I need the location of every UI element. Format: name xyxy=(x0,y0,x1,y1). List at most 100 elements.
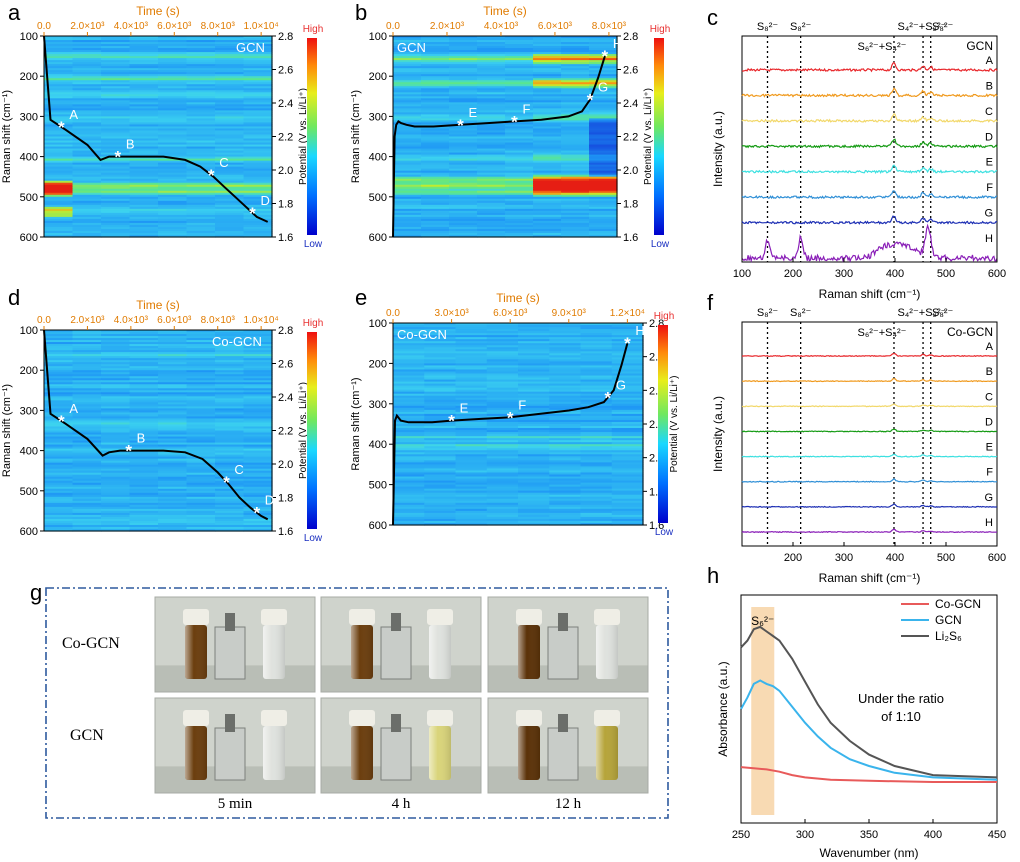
heatmap-cell xyxy=(186,466,216,470)
heatmap-cell xyxy=(129,140,159,144)
heatmap-cell xyxy=(393,182,422,186)
heatmap-cell xyxy=(215,486,245,490)
heatmap-cell xyxy=(393,440,425,443)
heatmap-cell xyxy=(589,182,618,186)
heatmap-cell xyxy=(101,362,131,365)
heatmap-cell xyxy=(580,512,613,516)
heatmap-cell xyxy=(505,176,534,180)
y2-tick-label: 1.8 xyxy=(623,199,638,211)
heatmap-cell xyxy=(243,120,273,124)
heatmap-cell xyxy=(505,198,534,202)
heatmap-cell xyxy=(72,346,102,349)
heatmap-cell xyxy=(72,356,102,359)
heatmap-cell xyxy=(449,156,478,160)
heatmap-cell xyxy=(533,206,562,210)
heatmap-cell xyxy=(549,333,582,336)
heatmap-cell xyxy=(533,200,562,204)
heatmap-cell xyxy=(518,424,550,427)
heatmap-cell xyxy=(589,198,618,202)
heatmap-cell xyxy=(129,194,159,198)
heatmap-cell xyxy=(72,402,102,405)
heatmap-cell xyxy=(215,508,245,512)
heatmap-cell xyxy=(158,138,188,142)
heatmap-cell xyxy=(129,144,159,148)
heatmap-cell xyxy=(44,330,74,333)
heatmap-cell xyxy=(424,359,457,362)
heatmap-cell xyxy=(393,200,422,204)
heatmap-cell xyxy=(393,462,425,465)
heatmap-cell xyxy=(158,472,188,476)
heatmap-cell xyxy=(243,180,273,184)
heatmap-cell xyxy=(72,62,102,65)
heatmap-cell xyxy=(129,516,159,520)
heatmap-cell xyxy=(158,224,188,228)
heatmap-cell xyxy=(72,504,102,508)
heatmap-cell xyxy=(101,196,131,200)
heatmap-cell xyxy=(455,508,488,512)
heatmap-cell xyxy=(72,498,102,502)
heatmap-cell xyxy=(243,132,273,136)
heatmap-cell xyxy=(72,342,102,345)
heatmap-cell xyxy=(243,356,273,359)
heatmap-cell xyxy=(215,370,245,373)
heatmap-cell xyxy=(129,220,159,224)
heatmap-cell xyxy=(393,391,425,395)
heatmap-cell xyxy=(580,419,613,423)
heatmap-cell xyxy=(393,355,425,358)
heatmap-cell xyxy=(561,72,590,75)
heatmap-cell xyxy=(129,112,159,115)
heatmap-cell xyxy=(243,402,273,405)
heatmap-cell xyxy=(243,442,273,446)
heatmap-cell xyxy=(186,228,216,232)
heatmap-cell xyxy=(44,104,74,107)
heatmap-cell xyxy=(101,526,131,530)
heatmap-cell xyxy=(518,323,550,326)
heatmap-cell xyxy=(518,440,550,443)
heatmap-cell xyxy=(215,400,245,403)
heatmap-cell xyxy=(186,194,216,198)
series-line-G xyxy=(741,503,998,508)
heatmap-cell xyxy=(44,198,74,202)
heatmap-cell xyxy=(243,148,273,152)
heatmap-cell xyxy=(549,377,582,381)
heatmap-cell xyxy=(505,152,534,156)
heatmap-cell xyxy=(243,154,273,158)
heatmap-cell xyxy=(518,452,550,455)
heatmap-cell xyxy=(243,358,273,361)
heatmap-cell xyxy=(393,162,422,166)
heatmap-cell xyxy=(158,132,188,136)
heatmap-cell xyxy=(44,494,74,498)
heatmap-cell xyxy=(580,411,613,415)
heatmap-cell xyxy=(393,446,425,449)
heatmap-cell xyxy=(72,90,102,93)
heatmap-cell xyxy=(243,158,273,162)
heatmap-cell xyxy=(424,385,457,389)
heatmap-cell xyxy=(243,382,273,385)
heatmap-cell xyxy=(72,374,102,377)
heatmap-cell xyxy=(129,44,159,47)
heatmap-cell xyxy=(518,367,550,371)
heatmap-cell xyxy=(393,444,425,447)
heatmap-cell xyxy=(421,156,450,160)
heatmap-cell xyxy=(215,82,245,85)
heatmap-cell xyxy=(129,180,159,184)
heatmap-cell xyxy=(505,38,534,41)
heatmap-cell xyxy=(158,180,188,184)
heatmap-cell xyxy=(186,58,216,61)
heatmap-cell xyxy=(186,234,216,238)
heatmap-cell xyxy=(101,84,131,87)
heatmap-cell xyxy=(72,456,102,460)
heatmap-cell xyxy=(243,118,273,122)
heatmap-cell xyxy=(561,134,590,138)
heatmap-cell xyxy=(549,415,582,419)
heatmap-cell xyxy=(611,438,644,441)
heatmap-cell xyxy=(243,130,273,134)
heatmap-cell xyxy=(158,56,188,59)
heatmap-cell xyxy=(186,370,216,373)
point-label: D xyxy=(260,193,269,208)
heatmap-cell xyxy=(455,327,488,330)
heatmap-cell xyxy=(44,56,74,59)
plot-frame xyxy=(740,594,998,824)
heatmap-cell xyxy=(477,60,506,63)
heatmap-cell xyxy=(101,92,131,95)
